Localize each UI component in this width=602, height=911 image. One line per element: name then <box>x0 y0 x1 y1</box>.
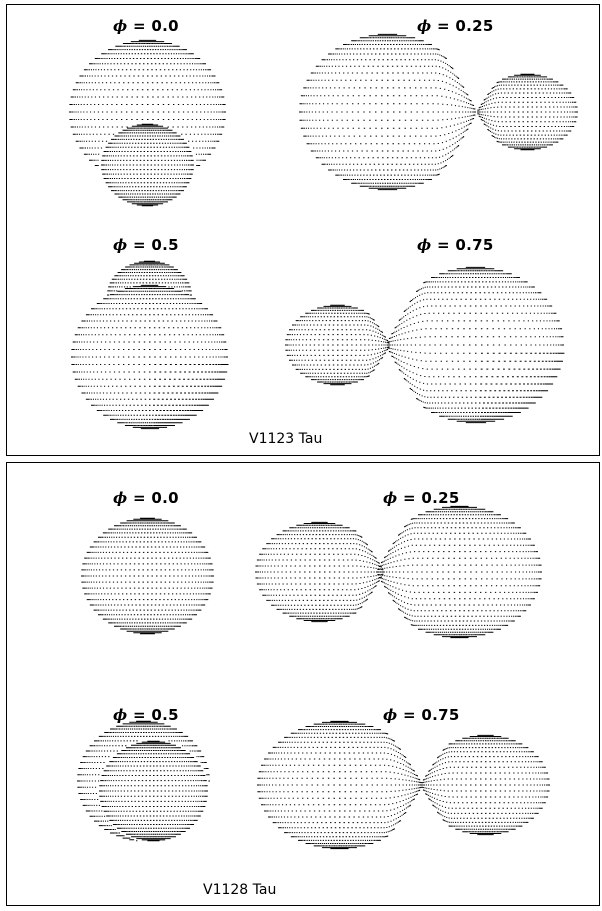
primary-star-phase-05 <box>77 720 210 842</box>
star-name-label: V1128 Tau <box>203 882 277 898</box>
phase-label-0: ϕ = 0.0 <box>113 489 179 507</box>
phase-label-0: ϕ = 0.0 <box>113 17 179 35</box>
v1123-tau-model-plot <box>69 33 578 430</box>
primary-lobe-phase-025 <box>377 505 542 639</box>
secondary-lobe-phase-025 <box>477 73 578 151</box>
phase-label-025: ϕ = 0.25 <box>383 489 460 507</box>
primary-star-phase-0 <box>69 39 226 166</box>
secondary-star-phase-0 <box>101 123 194 207</box>
phase-label-05: ϕ = 0.5 <box>113 706 179 724</box>
secondary-star-phase-05 <box>107 260 192 296</box>
v1128-tau-model-plot <box>77 505 550 850</box>
primary-lobe-phase-075 <box>257 720 422 850</box>
secondary-lobe-phase-075 <box>421 734 550 836</box>
phase-label-05: ϕ = 0.5 <box>113 236 179 254</box>
star-phase-0 <box>81 517 214 635</box>
secondary-star-phase-05 <box>99 740 208 842</box>
phase-label-075: ϕ = 0.75 <box>383 706 460 724</box>
secondary-lobe-phase-075 <box>285 304 390 386</box>
star-name-label: V1123 Tau <box>249 431 323 447</box>
phase-label-025: ϕ = 0.25 <box>417 17 494 35</box>
primary-star-phase-05 <box>71 284 229 430</box>
secondary-lobe-phase-025 <box>255 521 384 623</box>
phase-label-075: ϕ = 0.75 <box>417 236 494 254</box>
panel-v1123-tau: ϕ = 0.0 ϕ = 0.25 ϕ = 0.5 ϕ = 0.75 V1123 … <box>6 4 600 456</box>
panel-v1128-tau: ϕ = 0.0 ϕ = 0.25 ϕ = 0.5 ϕ = 0.75 V1128 … <box>6 462 600 906</box>
primary-lobe-phase-075 <box>387 266 565 424</box>
primary-lobe-phase-025 <box>299 33 476 191</box>
